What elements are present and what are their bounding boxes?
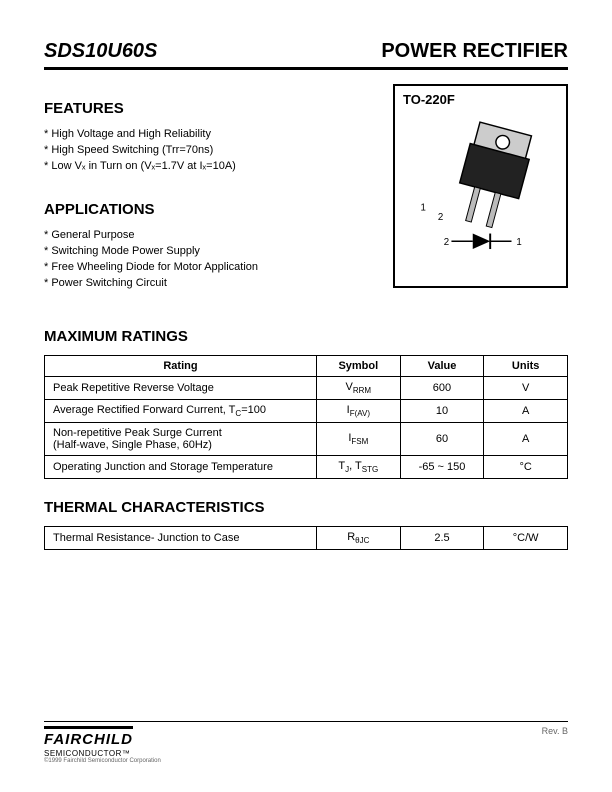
feature-item: High Voltage and High Reliability bbox=[44, 127, 373, 143]
feature-item: Low Vₓ in Turn on (Vₓ=1.7V at Iₓ=10A) bbox=[44, 159, 373, 175]
application-item: Free Wheeling Diode for Motor Applicatio… bbox=[44, 260, 373, 276]
thermal-body: Thermal Resistance- Junction to CaseRθJC… bbox=[45, 527, 568, 550]
cell-symbol: IFSM bbox=[316, 422, 400, 455]
cell-value: 600 bbox=[400, 376, 484, 399]
col-symbol: Symbol bbox=[316, 355, 400, 376]
package-drawing-icon: 1 2 2 1 bbox=[403, 113, 558, 263]
thermal-heading: THERMAL CHARACTERISTICS bbox=[44, 499, 568, 516]
package-label: TO-220F bbox=[403, 92, 558, 107]
cell-value: 60 bbox=[400, 422, 484, 455]
footer: FAIRCHILD SEMICONDUCTOR™ ©1999 Fairchild… bbox=[44, 721, 568, 764]
package-box: TO-220F 1 2 2 1 bbox=[393, 84, 568, 288]
logo-block: FAIRCHILD SEMICONDUCTOR™ ©1999 Fairchild… bbox=[44, 726, 161, 764]
applications-heading: APPLICATIONS bbox=[44, 201, 373, 218]
cell-rating: Operating Junction and Storage Temperatu… bbox=[45, 455, 317, 478]
application-item: General Purpose bbox=[44, 228, 373, 244]
cell-units: A bbox=[484, 422, 568, 455]
cell-value: 10 bbox=[400, 399, 484, 422]
cell-symbol: VRRM bbox=[316, 376, 400, 399]
cell-symbol: IF(AV) bbox=[316, 399, 400, 422]
svg-text:1: 1 bbox=[516, 237, 521, 248]
thermal-table: Thermal Resistance- Junction to CaseRθJC… bbox=[44, 526, 568, 550]
feature-item: High Speed Switching (Trr=70ns) bbox=[44, 143, 373, 159]
doc-title: POWER RECTIFIER bbox=[381, 40, 568, 63]
table-header-row: Rating Symbol Value Units bbox=[45, 355, 568, 376]
col-value: Value bbox=[400, 355, 484, 376]
col-rating: Rating bbox=[45, 355, 317, 376]
cell-rating: Non-repetitive Peak Surge Current(Half-w… bbox=[45, 422, 317, 455]
table-row: Non-repetitive Peak Surge Current(Half-w… bbox=[45, 422, 568, 455]
application-item: Power Switching Circuit bbox=[44, 276, 373, 292]
table-row: Operating Junction and Storage Temperatu… bbox=[45, 455, 568, 478]
top-section: FEATURES High Voltage and High Reliabili… bbox=[44, 84, 568, 292]
features-heading: FEATURES bbox=[44, 100, 373, 117]
part-number: SDS10U60S bbox=[44, 40, 157, 63]
application-item: Switching Mode Power Supply bbox=[44, 244, 373, 260]
table-row: Thermal Resistance- Junction to CaseRθJC… bbox=[45, 527, 568, 550]
svg-text:2: 2 bbox=[444, 237, 449, 248]
applications-list: General Purpose Switching Mode Power Sup… bbox=[44, 228, 373, 292]
max-ratings-table: Rating Symbol Value Units Peak Repetitiv… bbox=[44, 355, 568, 480]
table-row: Peak Repetitive Reverse VoltageVRRM600V bbox=[45, 376, 568, 399]
logo-copyright: ©1999 Fairchild Semiconductor Corporatio… bbox=[44, 758, 161, 764]
cell-units: °C bbox=[484, 455, 568, 478]
cell-symbol: RθJC bbox=[316, 527, 400, 550]
cell-rating: Average Rectified Forward Current, TC=10… bbox=[45, 399, 317, 422]
revision-label: Rev. B bbox=[542, 726, 568, 736]
max-ratings-heading: MAXIMUM RATINGS bbox=[44, 328, 568, 345]
cell-value: -65 ~ 150 bbox=[400, 455, 484, 478]
pin2-label: 2 bbox=[438, 212, 443, 223]
features-list: High Voltage and High Reliability High S… bbox=[44, 127, 373, 175]
cell-rating: Peak Repetitive Reverse Voltage bbox=[45, 376, 317, 399]
cell-symbol: TJ, TSTG bbox=[316, 455, 400, 478]
pin1-label: 1 bbox=[420, 202, 425, 213]
title-row: SDS10U60S POWER RECTIFIER bbox=[44, 40, 568, 70]
max-ratings-body: Peak Repetitive Reverse VoltageVRRM600VA… bbox=[45, 376, 568, 479]
cell-units: °C/W bbox=[484, 527, 568, 550]
cell-units: A bbox=[484, 399, 568, 422]
cell-units: V bbox=[484, 376, 568, 399]
cell-value: 2.5 bbox=[400, 527, 484, 550]
table-row: Average Rectified Forward Current, TC=10… bbox=[45, 399, 568, 422]
logo-main: FAIRCHILD bbox=[44, 726, 133, 748]
col-units: Units bbox=[484, 355, 568, 376]
cell-rating: Thermal Resistance- Junction to Case bbox=[45, 527, 317, 550]
logo-sub: SEMICONDUCTOR™ bbox=[44, 749, 161, 758]
